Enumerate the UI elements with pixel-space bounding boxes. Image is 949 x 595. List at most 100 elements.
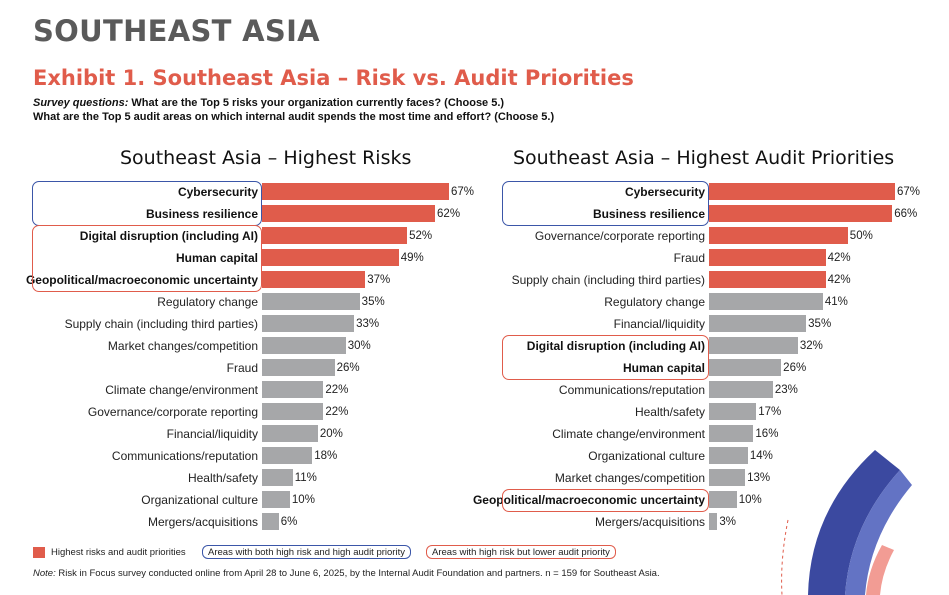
risk-bar [262, 315, 355, 332]
audit-value-label: 50% [849, 230, 873, 242]
audit-label: Regulatory change [604, 295, 705, 309]
risk-label: Cybersecurity [177, 185, 258, 199]
risk-label: Fraud [226, 361, 258, 375]
audit-bar [709, 359, 782, 376]
survey-questions: Survey questions: What are the Top 5 ris… [33, 96, 554, 124]
risk-bar [262, 491, 290, 508]
legend-blue-box: Areas with both high risk and high audit… [202, 545, 411, 559]
decorative-arcs [781, 450, 912, 595]
audit-bar [709, 447, 748, 464]
audit-value-label: 17% [758, 406, 782, 418]
audit-label: Geopolitical/macroeconomic uncertainty [472, 493, 705, 507]
audit-value-label: 26% [783, 362, 807, 374]
audit-value-label: 3% [719, 516, 736, 528]
risk-value-label: 49% [400, 252, 424, 264]
risk-bar [262, 469, 293, 486]
decorative-arc-light [845, 470, 912, 595]
risk-label: Business resilience [145, 207, 258, 221]
audit-value-label: 10% [738, 494, 762, 506]
audit-bar [709, 491, 737, 508]
risk-value-label: 33% [356, 318, 380, 330]
audit-value-label: 42% [827, 252, 851, 264]
survey-lead: Survey questions: [33, 97, 129, 109]
audit-label: Supply chain (including third parties) [511, 273, 705, 287]
exhibit-title: Exhibit 1. Southeast Asia – Risk vs. Aud… [33, 66, 634, 90]
audit-value-label: 16% [755, 428, 779, 440]
audit-bar [709, 381, 773, 398]
audit-value-label: 66% [894, 208, 918, 220]
audit-value-label: 67% [897, 186, 921, 198]
audit-bar [709, 205, 893, 222]
risk-label: Mergers/acquisitions [147, 515, 258, 529]
audit-highlight-box-red [502, 489, 709, 512]
survey-question-2: What are the Top 5 audit areas on which … [33, 111, 555, 123]
audit-bar [709, 513, 718, 530]
audit-label: Mergers/acquisitions [594, 515, 705, 529]
audit-value-label: 32% [799, 340, 823, 352]
audit-label: Financial/liquidity [613, 317, 705, 331]
risk-label: Organizational culture [141, 493, 258, 507]
risk-value-label: 67% [451, 186, 475, 198]
audit-bar [709, 403, 757, 420]
risk-bar [262, 249, 399, 266]
risk-bar [262, 381, 324, 398]
risk-bar [262, 205, 436, 222]
audit-bar [709, 249, 826, 266]
risk-label: Financial/liquidity [166, 427, 258, 441]
audit-label: Cybersecurity [624, 185, 705, 199]
risk-value-label: 37% [367, 274, 391, 286]
risk-highlight-box-blue [32, 181, 262, 226]
risk-value-label: 62% [437, 208, 461, 220]
risk-label: Digital disruption (including AI) [79, 229, 258, 243]
legend-label-highlight: Highest risks and audit priorities [51, 547, 186, 558]
survey-question-1: What are the Top 5 risks your organizati… [128, 97, 505, 109]
risk-label: Governance/corporate reporting [87, 405, 258, 419]
risk-value-label: 26% [336, 362, 360, 374]
audit-label: Communications/reputation [558, 383, 705, 397]
risk-value-label: 52% [409, 230, 433, 242]
audit-bar [709, 469, 746, 486]
audit-bar [709, 425, 754, 442]
audit-label: Market changes/competition [554, 471, 705, 485]
audit-bar [709, 227, 848, 244]
audit-value-label: 41% [824, 296, 848, 308]
risk-highlight-box-red [32, 225, 262, 292]
audit-value-label: 35% [808, 318, 832, 330]
footnote-text: Risk in Focus survey conducted online fr… [55, 568, 660, 579]
risk-value-label: 22% [325, 384, 349, 396]
legend-red-box: Areas with high risk but lower audit pri… [426, 545, 616, 559]
audit-bar [709, 315, 807, 332]
risk-bar [262, 227, 408, 244]
audit-chart-title: Southeast Asia – Highest Audit Prioritie… [513, 147, 895, 169]
risk-label: Health/safety [187, 471, 258, 485]
audit-highlight-box-red [502, 335, 709, 380]
risk-label: Climate change/environment [105, 383, 258, 397]
decorative-arc-dark [808, 450, 900, 595]
audit-label: Health/safety [634, 405, 705, 419]
legend-swatch-highlight [33, 547, 45, 558]
risk-bar [262, 447, 313, 464]
risk-label: Communications/reputation [111, 449, 258, 463]
risk-bar [262, 403, 324, 420]
risks-chart-title: Southeast Asia – Highest Risks [120, 147, 412, 169]
risk-label: Supply chain (including third parties) [64, 317, 258, 331]
audit-label: Governance/corporate reporting [534, 229, 705, 243]
audit-bar [709, 293, 823, 310]
footnote-lead: Note: [33, 568, 56, 579]
risk-bar [262, 293, 360, 310]
risk-value-label: 35% [361, 296, 385, 308]
risk-bar [262, 425, 318, 442]
footnote: Note: Risk in Focus survey conducted onl… [33, 568, 660, 579]
risk-value-label: 18% [314, 450, 338, 462]
risk-label: Human capital [175, 251, 258, 265]
audit-label: Human capital [622, 361, 705, 375]
audit-label: Business resilience [592, 207, 705, 221]
audit-value-label: 42% [827, 274, 851, 286]
audit-value-label: 13% [747, 472, 771, 484]
audit-bar [709, 337, 798, 354]
audit-label: Climate change/environment [552, 427, 705, 441]
risk-bar [262, 513, 279, 530]
risk-value-label: 22% [325, 406, 349, 418]
risk-bar [262, 271, 366, 288]
audit-label: Organizational culture [588, 449, 705, 463]
